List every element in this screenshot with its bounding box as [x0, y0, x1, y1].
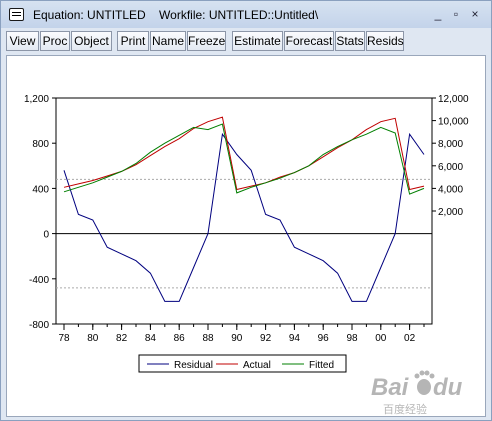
estimate-button[interactable]: Estimate [232, 31, 283, 51]
legend-label-fitted: Fitted [309, 360, 334, 371]
left-tick-label: -800 [29, 320, 49, 331]
legend-box [138, 354, 347, 373]
right-tick-label: 6,000 [438, 162, 463, 173]
x-tick-label: 94 [289, 333, 301, 344]
watermark-text: Bai [371, 374, 410, 401]
right-tick-label: 4,000 [438, 184, 463, 195]
x-tick-label: 02 [404, 333, 416, 344]
x-tick-label: 80 [87, 333, 99, 344]
maximize-button[interactable]: ▫ [453, 7, 459, 21]
right-tick-label: 10,000 [438, 117, 469, 128]
left-tick-label: 800 [32, 139, 49, 150]
paw-icon [414, 370, 435, 395]
x-tick-label: 78 [58, 333, 70, 344]
close-button[interactable]: × [471, 7, 479, 21]
series-line-actual [63, 116, 425, 191]
object-button[interactable]: Object [71, 31, 112, 51]
x-tick-label: 98 [346, 333, 358, 344]
forecast-button[interactable]: Forecast [284, 31, 334, 51]
resids-button[interactable]: Resids [366, 31, 404, 51]
stats-button[interactable]: Stats [335, 31, 365, 51]
left-tick-label: -400 [29, 275, 49, 286]
freeze-button[interactable]: Freeze [187, 31, 226, 51]
left-tick-label: 400 [32, 184, 49, 195]
residual-actual-fitted-chart: -800 -400 0 400 800 1,200 2,000 4,000 6,000 8,000… [24, 94, 469, 373]
series-line-residual [63, 132, 425, 302]
toolbar: View Proc Object Print Name Freeze Estim… [6, 31, 486, 53]
print-button[interactable]: Print [117, 31, 149, 51]
x-tick-label: 90 [231, 333, 243, 344]
legend-label-actual: Actual [243, 360, 271, 371]
view-button[interactable]: View [6, 31, 39, 51]
left-tick-label: 1,200 [24, 94, 49, 105]
name-button[interactable]: Name [150, 31, 186, 51]
x-tick-label: 92 [260, 333, 272, 344]
x-tick-label: 86 [174, 333, 186, 344]
plot-frame [55, 97, 433, 325]
right-tick-label: 8,000 [438, 139, 463, 150]
watermark-text-suffix: du [433, 374, 463, 401]
left-tick-label: 0 [43, 230, 49, 241]
window-menu-icon[interactable] [9, 8, 24, 21]
x-tick-label: 00 [375, 333, 387, 344]
window-title: Equation: UNTITLED Workfile: UNTITLED::U… [33, 8, 319, 22]
right-tick-label: 12,000 [438, 94, 469, 105]
x-tick-label: 88 [202, 333, 214, 344]
proc-button[interactable]: Proc [40, 31, 70, 51]
x-tick-label: 84 [145, 333, 157, 344]
title-bar[interactable]: Equation: UNTITLED Workfile: UNTITLED::U… [1, 1, 491, 28]
graph-area: -800 -400 0 400 800 1,200 2,000 4,000 6,000 8,000… [6, 55, 486, 417]
x-tick-label: 96 [318, 333, 330, 344]
right-tick-label: 2,000 [438, 207, 463, 218]
legend-label-residual: Residual [174, 360, 213, 371]
minimize-button[interactable]: _ [434, 7, 442, 21]
watermark-caption: 百度经验 [383, 402, 427, 416]
series-line-fitted [63, 123, 425, 195]
x-tick-label: 82 [116, 333, 128, 344]
baidu-watermark: Bai du 百度经验 [371, 370, 463, 416]
